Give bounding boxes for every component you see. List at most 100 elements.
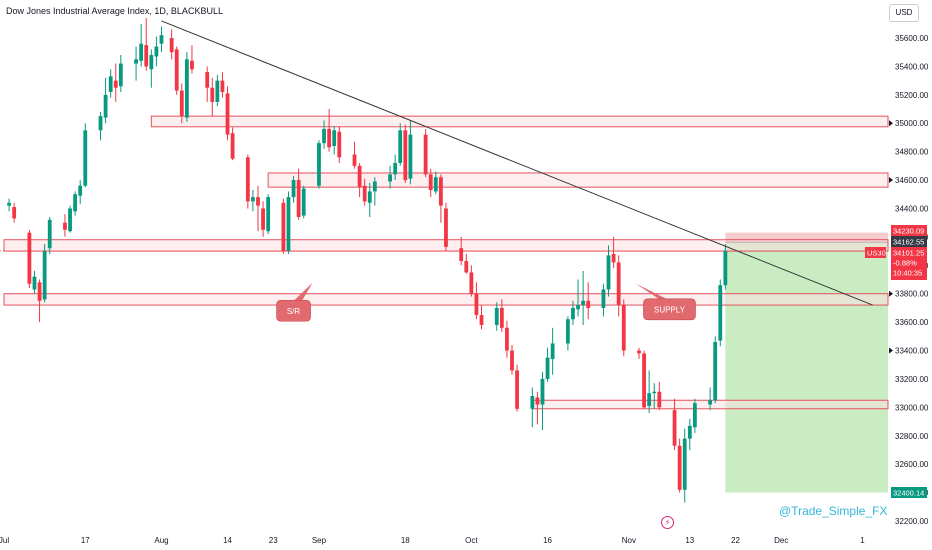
currency-selector[interactable]: USD bbox=[889, 4, 919, 22]
candle bbox=[499, 299, 504, 333]
candle bbox=[286, 191, 291, 254]
candle-body bbox=[713, 342, 718, 401]
candle-body bbox=[505, 327, 509, 351]
candle-body bbox=[718, 285, 723, 341]
candle bbox=[169, 29, 174, 60]
candle-body bbox=[581, 300, 586, 306]
candle bbox=[32, 270, 37, 294]
candle-body bbox=[27, 232, 32, 284]
candle bbox=[515, 364, 519, 412]
price-tick-label: 34800.00 bbox=[895, 148, 929, 157]
price-tags: 34230.0934162.5534101.25-0.88%10:40:3532… bbox=[0, 225, 927, 498]
candle bbox=[372, 177, 377, 206]
candle-body bbox=[408, 134, 413, 179]
candle bbox=[174, 46, 179, 95]
candle bbox=[103, 77, 108, 124]
candle bbox=[438, 174, 443, 223]
candle-body bbox=[317, 143, 321, 186]
candle bbox=[494, 302, 499, 331]
candle-body bbox=[215, 80, 220, 102]
candle bbox=[616, 255, 621, 317]
candle-body bbox=[32, 276, 37, 290]
candle-body bbox=[362, 185, 367, 202]
price-tick-label: 33200.00 bbox=[895, 375, 929, 384]
candle-body bbox=[205, 72, 210, 88]
price-tag: 34101.25-0.88%10:40:35 bbox=[891, 247, 927, 280]
zone-resistance-35000 bbox=[150, 115, 889, 128]
candle-body bbox=[601, 289, 606, 308]
candle bbox=[530, 387, 535, 428]
symbol-tag-text: US30 bbox=[867, 249, 886, 258]
candle bbox=[611, 236, 616, 269]
candle-body bbox=[499, 307, 504, 328]
time-tick-label: 18 bbox=[401, 536, 410, 545]
candle bbox=[210, 77, 215, 117]
candle-body bbox=[230, 133, 235, 159]
candle-body bbox=[372, 181, 377, 192]
candle-body bbox=[12, 207, 17, 219]
candle-body bbox=[63, 222, 67, 230]
time-tick-label: 1 bbox=[860, 536, 865, 545]
candle bbox=[423, 128, 428, 178]
candle bbox=[179, 83, 184, 124]
candle bbox=[68, 205, 72, 233]
candle bbox=[47, 216, 52, 254]
candle-body bbox=[220, 80, 225, 92]
candle-body bbox=[398, 130, 403, 164]
candle bbox=[362, 178, 367, 206]
candle bbox=[581, 270, 586, 325]
candle bbox=[184, 52, 189, 122]
candle bbox=[261, 201, 265, 237]
price-tick-label: 35200.00 bbox=[895, 91, 929, 100]
symbol-tag-bg bbox=[865, 247, 886, 258]
candle bbox=[433, 171, 438, 195]
candle bbox=[245, 154, 250, 209]
candle-body bbox=[550, 343, 555, 360]
price-tick-label: 32200.00 bbox=[895, 517, 929, 526]
candle bbox=[388, 165, 392, 189]
candle bbox=[535, 391, 540, 425]
candle bbox=[677, 438, 682, 493]
candle bbox=[113, 63, 118, 102]
candle-body bbox=[438, 177, 443, 206]
annotation-supply: SUPPLY bbox=[635, 283, 696, 321]
candle bbox=[408, 120, 413, 185]
price-tick-label: 33600.00 bbox=[895, 318, 929, 327]
candle-body bbox=[586, 300, 591, 308]
candle bbox=[479, 305, 484, 330]
candle-body bbox=[723, 250, 728, 286]
candle bbox=[469, 265, 474, 297]
candle bbox=[586, 282, 591, 320]
candle bbox=[652, 383, 657, 409]
candle-body bbox=[245, 157, 250, 202]
candle bbox=[642, 350, 646, 409]
candle-body bbox=[642, 353, 646, 408]
price-tick-label: 33800.00 bbox=[895, 290, 929, 299]
candle bbox=[687, 418, 692, 450]
annotation-pointer bbox=[289, 282, 313, 305]
annotation-box bbox=[643, 298, 696, 321]
symbol-tag: US30 bbox=[865, 247, 886, 258]
time-axis: Jul 17 Aug 14 23 Sep 18 Oct 16 Nov 13 22 Dec 1 bbox=[0, 536, 865, 545]
candle bbox=[621, 299, 626, 357]
candle-body bbox=[530, 395, 535, 409]
candle bbox=[27, 229, 32, 289]
candle-body bbox=[184, 59, 189, 118]
time-tick-label: Sep bbox=[312, 536, 327, 545]
candle bbox=[83, 123, 88, 188]
candle-body bbox=[637, 350, 641, 354]
flash-icon[interactable]: ⚡ bbox=[661, 516, 674, 529]
trendline-group bbox=[161, 20, 873, 306]
price-tick-label: 32800.00 bbox=[895, 432, 929, 441]
candle-body bbox=[647, 393, 652, 406]
time-tick-label: Oct bbox=[465, 536, 478, 545]
candle bbox=[601, 283, 606, 317]
price-tick-label: 34400.00 bbox=[895, 204, 929, 213]
candle bbox=[398, 123, 403, 166]
candle-body bbox=[322, 128, 326, 144]
candle-body bbox=[7, 202, 11, 206]
candle-body bbox=[515, 370, 519, 409]
candle-body bbox=[291, 180, 296, 198]
candle bbox=[78, 180, 83, 205]
